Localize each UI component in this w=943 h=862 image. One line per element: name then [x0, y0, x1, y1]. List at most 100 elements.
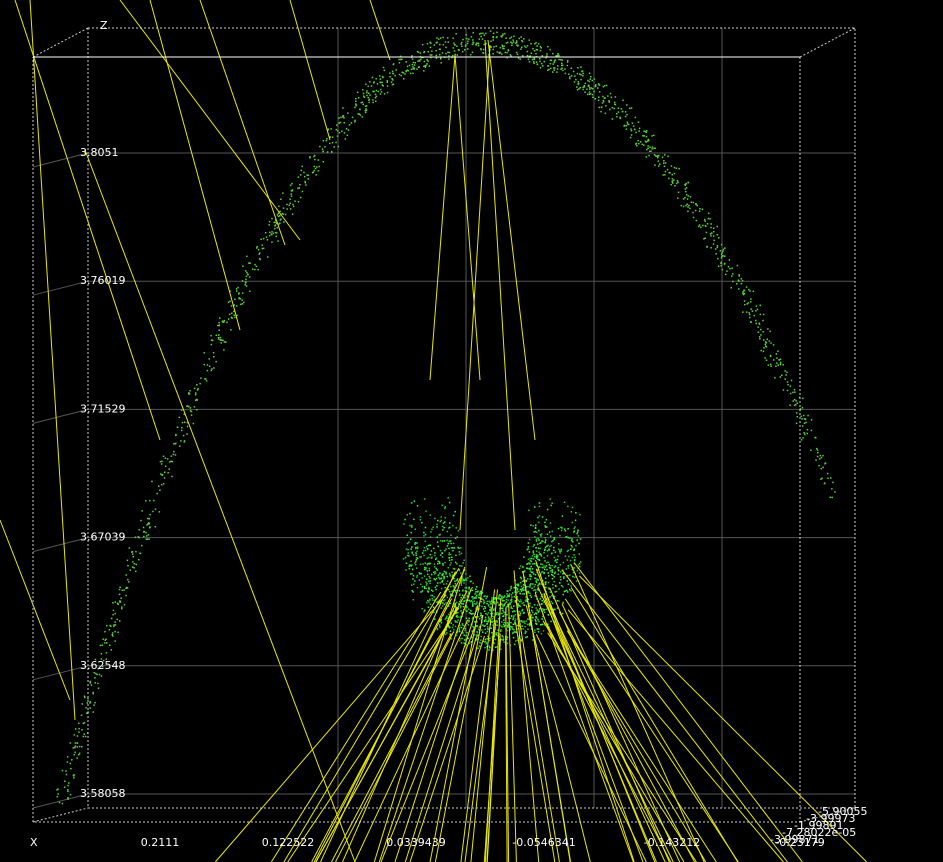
point	[421, 43, 424, 46]
point	[456, 589, 458, 592]
point	[532, 639, 534, 641]
point	[538, 521, 540, 524]
point	[245, 270, 247, 272]
point	[448, 527, 450, 529]
point	[408, 567, 411, 570]
point	[381, 84, 384, 86]
point	[490, 46, 492, 48]
point	[704, 220, 706, 222]
point	[543, 611, 546, 613]
point	[580, 66, 582, 68]
tick-labels: 3.80513.760193.715293.670393.625483.5805…	[80, 146, 867, 849]
point	[531, 609, 533, 612]
point	[468, 591, 470, 593]
point	[724, 247, 726, 249]
point	[493, 46, 495, 48]
point	[560, 526, 562, 529]
point	[537, 589, 540, 591]
point	[73, 753, 75, 756]
point	[478, 594, 480, 596]
point	[246, 255, 248, 258]
point	[564, 68, 566, 70]
point	[467, 48, 469, 50]
point	[422, 550, 425, 552]
point	[331, 136, 334, 138]
point	[449, 526, 451, 529]
point	[405, 548, 408, 550]
point	[437, 600, 439, 603]
point	[419, 556, 421, 558]
point	[670, 183, 672, 186]
point	[775, 353, 778, 355]
point	[360, 101, 362, 104]
point	[578, 542, 580, 545]
point	[127, 565, 129, 567]
point	[552, 52, 554, 55]
point	[591, 79, 593, 82]
point	[700, 226, 702, 228]
point	[453, 547, 455, 549]
point	[299, 184, 301, 186]
point	[569, 77, 571, 80]
point	[708, 212, 710, 215]
point	[535, 623, 538, 626]
grid-line	[32, 280, 89, 296]
point	[188, 405, 190, 408]
point	[552, 583, 554, 586]
point	[466, 37, 468, 40]
point	[563, 590, 566, 593]
point	[478, 628, 480, 631]
point	[475, 625, 478, 627]
point	[429, 46, 432, 49]
point	[738, 288, 740, 290]
point	[260, 238, 262, 240]
point	[759, 313, 762, 316]
point	[597, 87, 599, 89]
point	[418, 579, 420, 581]
point	[316, 166, 318, 168]
point	[449, 602, 451, 605]
point	[802, 437, 804, 439]
point	[594, 85, 597, 88]
point	[541, 603, 543, 605]
ray	[535, 569, 656, 862]
point	[427, 580, 430, 582]
point	[413, 67, 415, 69]
point	[526, 636, 528, 638]
point	[497, 612, 499, 614]
point	[525, 600, 527, 602]
point	[486, 645, 488, 648]
point	[492, 620, 494, 623]
point	[488, 45, 490, 47]
point	[523, 576, 526, 579]
point	[706, 245, 708, 248]
point	[578, 565, 581, 568]
point	[495, 597, 497, 600]
point	[462, 605, 465, 608]
point	[420, 583, 422, 586]
point	[520, 590, 523, 592]
point	[452, 585, 454, 587]
point	[226, 321, 228, 324]
point	[553, 549, 555, 552]
point	[649, 146, 651, 148]
point	[481, 605, 483, 608]
point	[624, 115, 627, 118]
point	[426, 590, 429, 592]
point	[438, 534, 440, 536]
point	[760, 334, 762, 336]
point	[159, 460, 162, 463]
point	[605, 84, 608, 87]
point	[442, 44, 445, 46]
point	[536, 609, 538, 611]
point	[668, 177, 670, 180]
point	[699, 208, 701, 210]
point	[544, 525, 546, 527]
point	[567, 59, 569, 62]
ray	[289, 0, 331, 141]
point	[498, 604, 500, 606]
point	[580, 74, 582, 76]
point	[517, 606, 519, 608]
point	[455, 607, 457, 610]
point	[528, 509, 530, 512]
